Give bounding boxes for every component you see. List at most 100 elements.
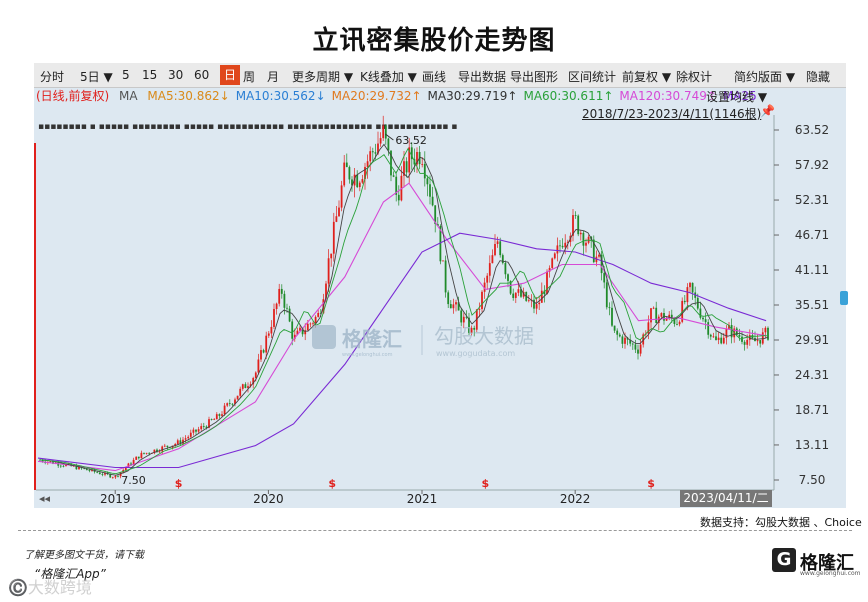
ma-legend: (日线,前复权) MA MA5:30.862↓ MA10:30.562↓ MA20:… (36, 87, 763, 104)
side-scroll-handle[interactable] (840, 291, 848, 305)
high-annotation-line (385, 133, 394, 141)
watermark-gogudata-url: www.gogudata.com (436, 349, 515, 358)
candle-body (564, 242, 567, 248)
candle-body (158, 451, 161, 453)
candle-body (491, 255, 494, 264)
toolbar-item-17[interactable]: 简约版面 ▼ (734, 70, 796, 84)
candle-body (239, 388, 242, 396)
candle-body (161, 446, 164, 452)
candle-body (668, 314, 671, 319)
candle-body (725, 328, 728, 338)
candle-body (306, 323, 309, 331)
event-markers-row: ▪▪▪▪▪▪▪▪ ▪ ▪▪▪▪▪ ▪▪▪▪▪▪▪▪ ▪▪▪▪▪ ▪▪▪▪▪▪▪▪… (38, 122, 457, 132)
toolbar-item-9[interactable]: 更多周期 ▼ (292, 70, 354, 84)
candle-body (137, 456, 140, 459)
candle-body (629, 339, 632, 344)
y-tick-label-2: 52.31 (795, 193, 829, 207)
candle-body (683, 300, 686, 303)
toolbar-item-4[interactable]: 30 (168, 68, 184, 82)
toolbar-item-13[interactable]: 导出图形 (510, 70, 559, 84)
time-scrollbar[interactable]: ◂◂ (36, 491, 774, 506)
legend-item-6: MA25 (722, 89, 757, 103)
candle-body (119, 472, 122, 477)
candle-body (681, 300, 684, 322)
candle-body (582, 232, 585, 246)
legend-item-4: MA60:30.611↑ (523, 89, 614, 103)
toolbar-item-1[interactable]: 5日 ▼ (80, 70, 113, 84)
candle-body (200, 426, 203, 430)
candle-body (631, 343, 634, 345)
candle-body (652, 307, 655, 309)
toolbar-item-16[interactable]: 除权计 (676, 70, 713, 84)
candle-body (423, 163, 426, 179)
candle-body (572, 215, 574, 236)
candle-body (605, 282, 608, 308)
candle-body (483, 282, 486, 292)
candle-body (262, 350, 265, 353)
candle-body (140, 452, 143, 459)
candle-body (369, 151, 372, 162)
toolbar-item-12[interactable]: 导出数据 (458, 70, 507, 84)
high-annotation-label: 63.52 (395, 134, 427, 147)
candle-body (371, 151, 374, 153)
legend-ma-label: MA (119, 89, 138, 103)
y-tick-label-8: 18.71 (795, 403, 829, 417)
candle-body (436, 224, 439, 226)
candle-body (647, 322, 650, 334)
candle-body (348, 167, 351, 180)
candle-body (234, 399, 236, 404)
candle-body (85, 468, 88, 471)
ma-settings-button[interactable]: 设置均线 ▼ (706, 90, 768, 104)
y-tick-label-4: 41.11 (795, 263, 829, 277)
toolbar-item-3[interactable]: 15 (142, 68, 158, 82)
candle-body (624, 337, 626, 344)
candle-body (382, 125, 385, 139)
candle-body (603, 273, 606, 283)
toolbar-item-15[interactable]: 前复权 ▼ (622, 70, 672, 84)
scroll-left-arrows-icon[interactable]: ◂◂ (39, 492, 51, 505)
candle-body (296, 330, 299, 335)
candle-body (608, 307, 611, 309)
candle-body (548, 267, 551, 272)
toolbar-item-2[interactable]: 5 (122, 68, 130, 82)
candle-body (208, 419, 210, 428)
candle-body (473, 327, 476, 330)
toolbar-item-8[interactable]: 月 (267, 70, 280, 84)
candle-body (189, 432, 192, 437)
candle-body (439, 225, 442, 262)
candle-body (611, 307, 613, 326)
toolbar-item-0[interactable]: 分时 (40, 70, 65, 84)
candle-body (226, 403, 229, 406)
legend-prefix: (日线,前复权) (36, 89, 110, 103)
toolbar-item-6[interactable]: 日 (220, 65, 241, 85)
toolbar-item-11[interactable]: 画线 (422, 70, 447, 84)
candle-body (98, 472, 101, 475)
cursor-date-label: 2023/04/11/二 (680, 490, 772, 507)
candle-body (83, 468, 86, 470)
ma60-line (37, 182, 767, 472)
candle-body (400, 175, 403, 201)
candle-body (260, 350, 262, 360)
candle-body (507, 274, 509, 281)
candle-body (504, 263, 507, 275)
y-tick-label-3: 46.71 (795, 228, 829, 242)
candle-body (286, 307, 288, 309)
candle-body (678, 321, 681, 325)
candle-body (546, 271, 548, 295)
candle-body (52, 461, 54, 464)
watermark-logo-text: 格隆汇 (342, 327, 402, 351)
candle-body (691, 282, 694, 293)
toolbar-item-5[interactable]: 60 (194, 68, 210, 82)
y-tick-label-0: 63.52 (795, 123, 829, 137)
date-range-label: 2018/7/23-2023/4/11(1146根) (582, 107, 762, 121)
candle-body (327, 258, 330, 284)
toolbar-item-14[interactable]: 区间统计 (568, 70, 617, 84)
toolbar-item-18[interactable]: 隐藏 (806, 70, 831, 84)
toolbar-item-10[interactable]: K线叠加 ▼ (360, 70, 417, 84)
candle-body (707, 322, 710, 335)
candle-body (153, 449, 156, 454)
pin-icon[interactable]: 📌 (760, 104, 775, 118)
legend-item-1: MA10:30.562↓ (235, 89, 326, 103)
candle-body (538, 302, 541, 305)
toolbar-item-7[interactable]: 周 (243, 70, 256, 84)
